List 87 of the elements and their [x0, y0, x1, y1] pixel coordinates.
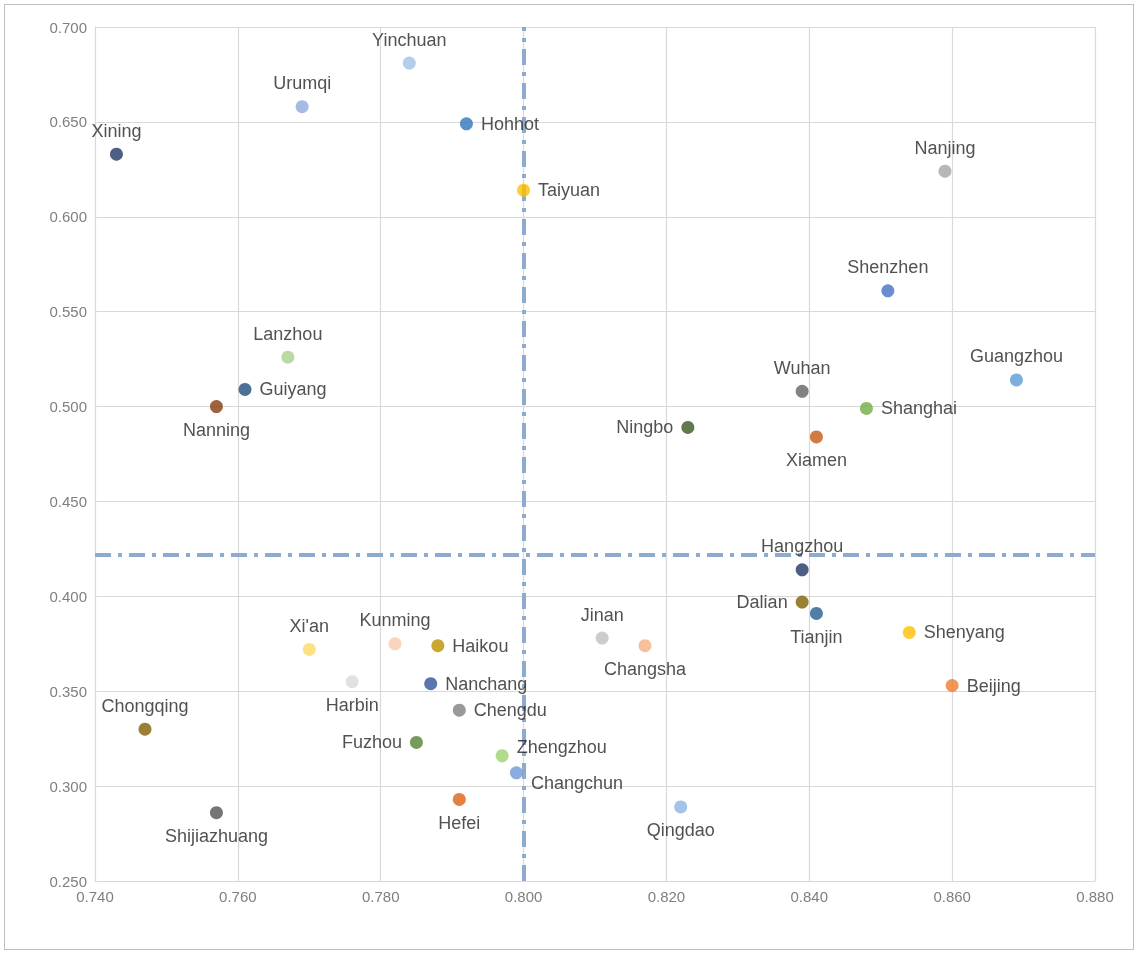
series-label: Chongqing — [101, 695, 189, 716]
point — [595, 631, 609, 645]
x-tick-label: 0.800 — [504, 888, 543, 905]
point — [638, 639, 652, 653]
point — [345, 675, 359, 689]
point — [424, 677, 438, 691]
point — [517, 183, 531, 197]
point — [459, 117, 473, 131]
x-tick-label: 0.820 — [647, 888, 686, 905]
point — [281, 350, 295, 364]
series-label: Hefei — [438, 812, 481, 833]
y-tick-label: 0.300 — [49, 777, 87, 795]
point — [938, 164, 952, 178]
x-tick-label: 0.780 — [361, 888, 400, 905]
y-tick-label: 0.450 — [49, 492, 87, 510]
series-label: Guangzhou — [969, 346, 1063, 367]
series-label: Fuzhou — [341, 732, 402, 753]
point — [452, 792, 466, 806]
series-label: Shenzhen — [847, 257, 929, 278]
point — [795, 563, 809, 577]
point — [881, 284, 895, 298]
series-label: Tianjin — [790, 626, 843, 647]
point — [945, 679, 959, 693]
x-tick-label: 0.760 — [219, 888, 257, 905]
series-label: Chengdu — [473, 700, 547, 721]
y-tick-label: 0.250 — [49, 872, 87, 890]
series-label: Jinan — [580, 604, 624, 625]
series-label: Nanchang — [445, 673, 528, 694]
point — [859, 401, 873, 415]
series-label: Xi'an — [289, 615, 330, 636]
y-tick-label: 0.700 — [49, 18, 87, 36]
series-label: Haikou — [452, 635, 509, 656]
series-label: Beijing — [966, 675, 1021, 696]
series-label: Shanghai — [880, 398, 958, 419]
y-tick-label: 0.350 — [49, 682, 87, 700]
series-label: Taiyuan — [538, 180, 601, 201]
series-label: Harbin — [325, 695, 379, 716]
point — [402, 56, 416, 70]
series-label: Ningbo — [616, 417, 674, 438]
point — [809, 606, 823, 620]
series-label: Changsha — [603, 659, 688, 680]
series-label: Wuhan — [773, 357, 831, 378]
point — [302, 642, 316, 656]
series-label: Kunming — [359, 610, 431, 631]
point — [238, 382, 252, 396]
point — [809, 430, 823, 444]
series-label: Lanzhou — [253, 323, 323, 344]
series-label: Xining — [91, 120, 142, 141]
point — [431, 639, 445, 653]
y-tick-label: 0.400 — [49, 587, 87, 605]
point — [495, 749, 509, 763]
series-label: Dalian — [736, 592, 788, 613]
point — [388, 637, 402, 651]
x-tick-label: 0.840 — [790, 888, 829, 905]
point — [795, 595, 809, 609]
point — [409, 735, 423, 749]
point — [209, 400, 223, 414]
point — [109, 147, 123, 161]
point — [1009, 373, 1023, 387]
x-tick-label: 0.860 — [933, 888, 971, 905]
y-tick-label: 0.650 — [49, 113, 87, 131]
point — [452, 703, 466, 717]
y-tick-label: 0.500 — [49, 398, 87, 416]
series-label: Nanjing — [914, 137, 976, 158]
series-label: Zhengzhou — [516, 736, 607, 757]
point — [795, 384, 809, 398]
series-label: Urumqi — [273, 73, 332, 94]
point — [509, 766, 523, 780]
x-tick-label: 0.880 — [1076, 888, 1114, 905]
series-label: Xiamen — [785, 450, 847, 471]
series-label: Nanning — [182, 420, 250, 441]
point — [674, 800, 688, 814]
series-label: Guiyang — [259, 379, 327, 400]
series-label: Shenyang — [923, 622, 1005, 643]
series-label: Yinchuan — [372, 29, 447, 50]
point — [295, 100, 309, 114]
y-tick-label: 0.600 — [49, 208, 87, 226]
point — [681, 420, 695, 434]
series-label: Changchun — [530, 772, 624, 793]
x-tick-label: 0.740 — [76, 888, 114, 905]
series-label: Shijiazhuang — [164, 826, 268, 847]
point — [209, 806, 223, 820]
point — [902, 625, 916, 639]
series-label: Qingdao — [646, 820, 715, 841]
point — [138, 722, 152, 736]
y-tick-label: 0.550 — [49, 303, 87, 321]
series-label: Hangzhou — [761, 536, 844, 557]
